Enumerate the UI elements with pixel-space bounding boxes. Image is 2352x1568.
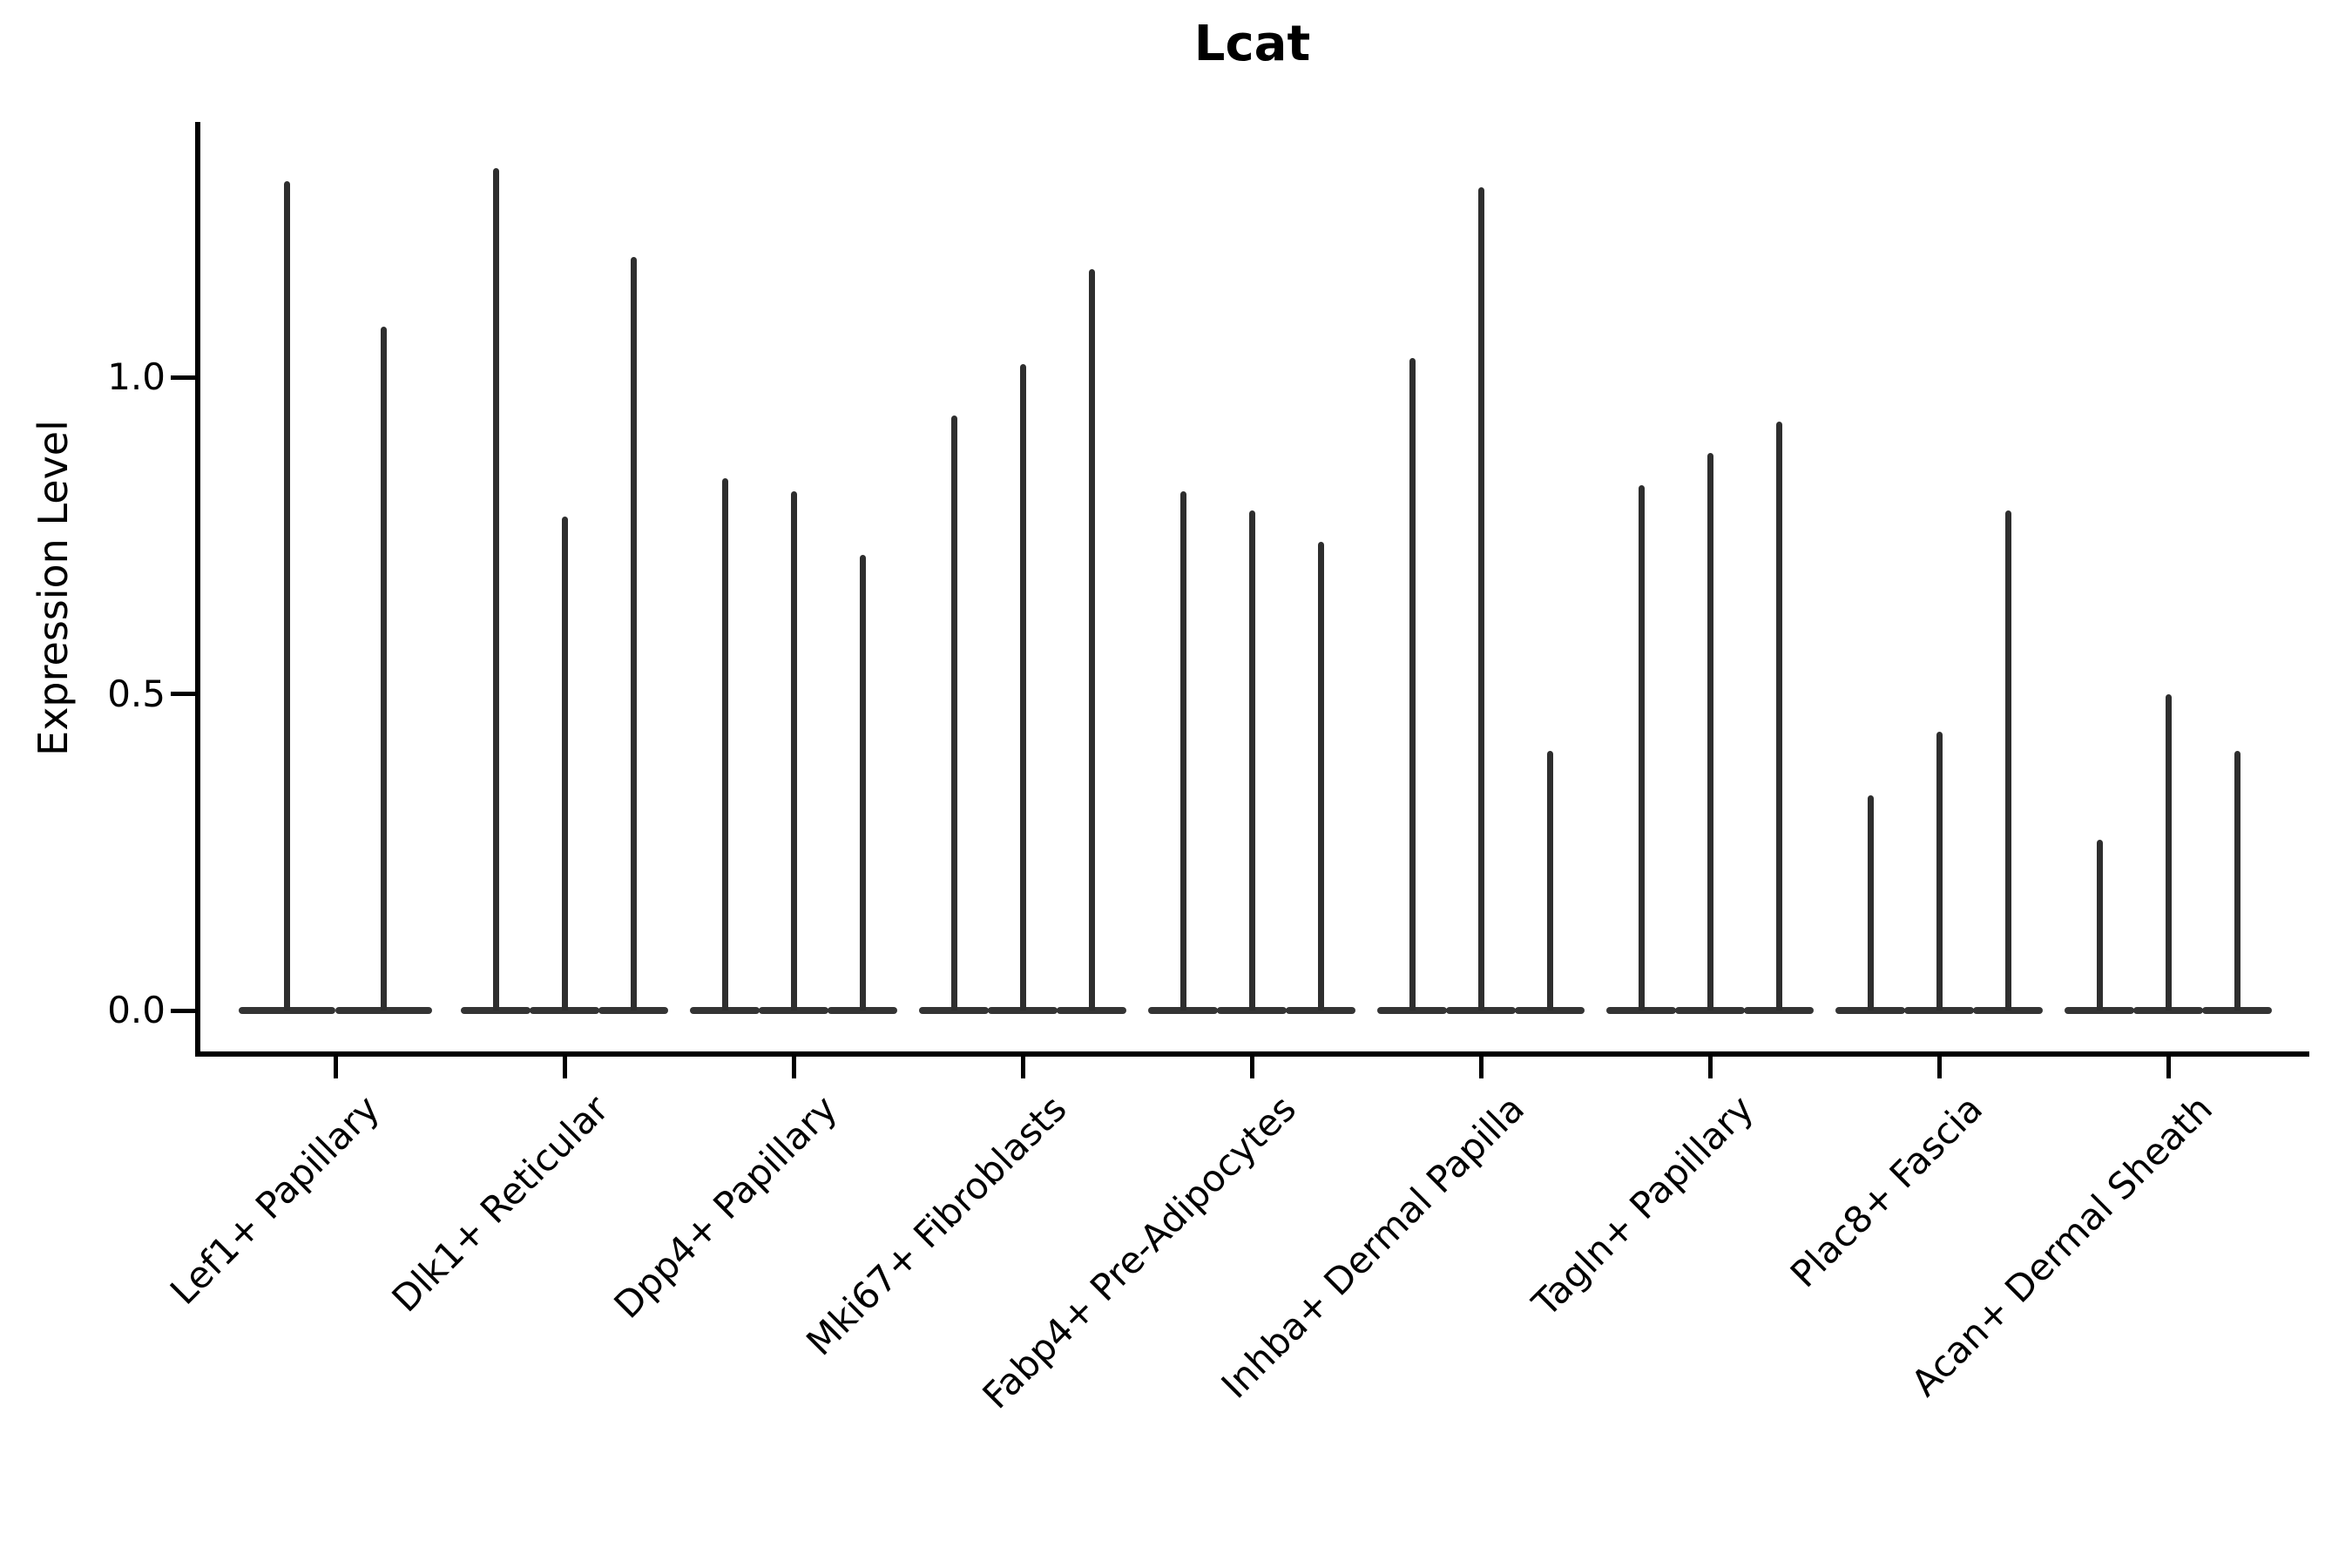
y-tick-label: 1.0: [107, 355, 166, 398]
violin-base: [1973, 1007, 2043, 1014]
x-tick-label: Dpp4+ Papillary: [605, 1087, 846, 1327]
x-tick: [333, 1057, 338, 1078]
violin-base: [1515, 1007, 1585, 1014]
x-tick: [1249, 1057, 1254, 1078]
violin-spike: [492, 168, 499, 1010]
violin-spike: [1317, 542, 1324, 1010]
x-tick-label: Plac8+ Fascia: [1782, 1087, 1991, 1296]
y-tick-label: 0.5: [107, 672, 166, 715]
violin-base: [1148, 1007, 1218, 1014]
violin-base: [759, 1007, 828, 1014]
violin-spike: [1179, 490, 1186, 1010]
chart-title: Lcat: [1193, 16, 1311, 72]
x-tick: [791, 1057, 796, 1078]
violin-base: [1446, 1007, 1516, 1014]
violin-spike: [561, 516, 568, 1010]
x-tick-label: Dlk1+ Reticular: [383, 1087, 617, 1321]
x-tick: [2166, 1057, 2171, 1078]
violin-spike: [1477, 186, 1484, 1010]
violin-spike: [2234, 750, 2240, 1010]
x-tick: [1478, 1057, 1484, 1078]
violin-base: [690, 1007, 760, 1014]
violin-spike: [1638, 484, 1645, 1010]
violin-spike: [721, 478, 728, 1010]
violin-base: [988, 1007, 1058, 1014]
violin-spike: [1088, 269, 1095, 1010]
violin-spike: [1707, 453, 1713, 1010]
y-tick-label: 0.0: [107, 989, 166, 1031]
x-tick-label: Mki67+ Fibroblasts: [798, 1087, 1075, 1364]
violin-base: [1377, 1007, 1447, 1014]
violin-spike: [950, 415, 957, 1010]
violin-base: [530, 1007, 599, 1014]
violin-spike: [2165, 693, 2172, 1010]
violin-base: [461, 1007, 531, 1014]
violin-base: [1217, 1007, 1287, 1014]
violin-base: [1904, 1007, 1974, 1014]
violin-spike: [1936, 732, 1943, 1010]
x-tick-label: Tagln+ Papillary: [1524, 1087, 1762, 1325]
violin-spike: [790, 490, 797, 1010]
x-tick: [1936, 1057, 1942, 1078]
x-tick: [1020, 1057, 1025, 1078]
violin-spike: [2004, 510, 2011, 1010]
violin-base: [1057, 1007, 1126, 1014]
violin-base: [239, 1007, 335, 1014]
violin-base: [2065, 1007, 2134, 1014]
y-tick: [171, 375, 195, 380]
y-axis-spine: [195, 122, 200, 1057]
violin-base: [2133, 1007, 2203, 1014]
x-tick: [1707, 1057, 1713, 1078]
violin-spike: [1248, 510, 1255, 1010]
violin-spike: [1775, 421, 1782, 1010]
violin-spike: [1409, 358, 1416, 1010]
violin-base: [919, 1007, 989, 1014]
violin-base: [2202, 1007, 2272, 1014]
violin-spike: [381, 326, 387, 1010]
x-tick-label: Lef1+ Papillary: [161, 1087, 388, 1313]
violin-spike: [1546, 750, 1553, 1010]
x-axis-spine: [195, 1051, 2309, 1057]
violin-base: [1286, 1007, 1355, 1014]
violin-spike: [284, 180, 290, 1010]
violin-base: [1675, 1007, 1745, 1014]
violin-spike: [1867, 794, 1874, 1010]
y-tick: [171, 692, 195, 696]
violin-spike: [2096, 839, 2103, 1010]
violin-base: [1835, 1007, 1905, 1014]
violin-spike: [630, 256, 637, 1010]
violin-spike: [859, 554, 866, 1010]
x-tick: [562, 1057, 567, 1078]
violin-base: [335, 1007, 432, 1014]
violin-base: [1744, 1007, 1814, 1014]
y-tick: [171, 1008, 195, 1013]
violin-base: [828, 1007, 897, 1014]
violin-base: [598, 1007, 668, 1014]
violin-base: [1606, 1007, 1676, 1014]
violin-spike: [1019, 364, 1026, 1010]
